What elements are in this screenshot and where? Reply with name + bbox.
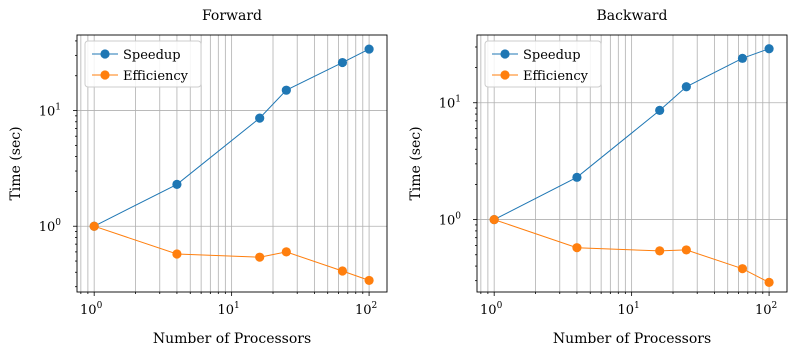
y-tick-exp: 1: [455, 95, 461, 105]
x-tick-label: 101: [617, 301, 639, 318]
x-tick-base: 10: [217, 303, 234, 318]
chart-title: Backward: [597, 8, 668, 24]
legend-label: Efficiency: [523, 69, 589, 84]
x-tick-label: 102: [755, 301, 777, 318]
y-tick-label: 101: [439, 95, 461, 112]
data-point: [572, 243, 582, 253]
x-tick-exp: 1: [634, 301, 640, 311]
y-tick-exp: 0: [455, 212, 461, 222]
x-tick-label: 100: [480, 301, 503, 318]
y-tick-exp: 0: [55, 218, 61, 228]
y-axis-label: Time (sec): [8, 126, 24, 200]
legend-marker: [100, 49, 110, 59]
data-point: [655, 246, 665, 256]
x-tick-base: 10: [80, 303, 97, 318]
x-tick-label: 102: [355, 301, 377, 318]
data-point: [489, 214, 499, 225]
x-tick-exp: 2: [371, 301, 377, 311]
legend-marker: [100, 70, 110, 80]
y-axis-label: Time (sec): [408, 126, 424, 200]
x-tick-label: 101: [217, 301, 239, 318]
data-point: [172, 249, 182, 259]
data-point: [255, 113, 265, 123]
data-point: [737, 264, 748, 274]
y-tick-base: 10: [439, 214, 456, 229]
legend-marker: [500, 49, 510, 59]
series-efficiency: [89, 221, 374, 286]
y-tick-base: 10: [439, 97, 456, 112]
series-speedup: [89, 44, 374, 231]
legend: Speedup Efficiency: [84, 40, 202, 88]
data-point: [681, 82, 691, 92]
legend: Speedup Efficiency: [484, 40, 602, 88]
y-tick-label: 100: [39, 218, 62, 235]
series-line: [494, 219, 770, 283]
y-tick-base: 10: [39, 105, 56, 120]
legend-label: Speedup: [123, 48, 181, 63]
data-point: [655, 105, 665, 115]
series-line: [493, 48, 770, 221]
chart-title: Forward: [202, 8, 262, 24]
data-point: [764, 277, 774, 287]
x-tick-exp: 0: [497, 301, 503, 311]
data-point: [337, 57, 348, 68]
data-point: [89, 221, 99, 231]
plot-frame: [76, 34, 388, 293]
series-efficiency: [489, 214, 774, 287]
data-point: [172, 179, 182, 189]
y-tick-label: 101: [39, 103, 61, 120]
data-point: [572, 172, 582, 182]
data-point: [281, 85, 291, 95]
data-point: [337, 266, 348, 276]
series-line: [93, 48, 370, 227]
plot-frame: [476, 34, 788, 293]
y-tick-base: 10: [39, 220, 56, 235]
data-point: [364, 44, 374, 54]
legend-label: Efficiency: [123, 69, 189, 84]
x-tick-base: 10: [617, 303, 634, 318]
x-axis-label: Number of Processors: [553, 331, 711, 347]
legend-marker: [500, 70, 510, 80]
series-line: [94, 225, 370, 281]
y-tick-exp: 1: [55, 103, 61, 113]
x-tick-label: 100: [80, 301, 103, 318]
data-point: [764, 44, 774, 54]
x-tick-exp: 0: [97, 301, 103, 311]
data-point: [281, 247, 291, 257]
legend-label: Speedup: [523, 48, 581, 63]
x-tick-base: 10: [355, 303, 372, 318]
x-tick-exp: 1: [234, 301, 240, 311]
y-tick-label: 100: [439, 212, 462, 229]
data-point: [681, 245, 691, 255]
x-axis-label: Number of Processors: [153, 331, 311, 347]
data-point: [737, 53, 748, 63]
x-tick-base: 10: [480, 303, 497, 318]
x-tick-exp: 2: [771, 301, 777, 311]
data-point: [364, 275, 374, 286]
x-tick-base: 10: [755, 303, 772, 318]
data-point: [255, 252, 265, 262]
